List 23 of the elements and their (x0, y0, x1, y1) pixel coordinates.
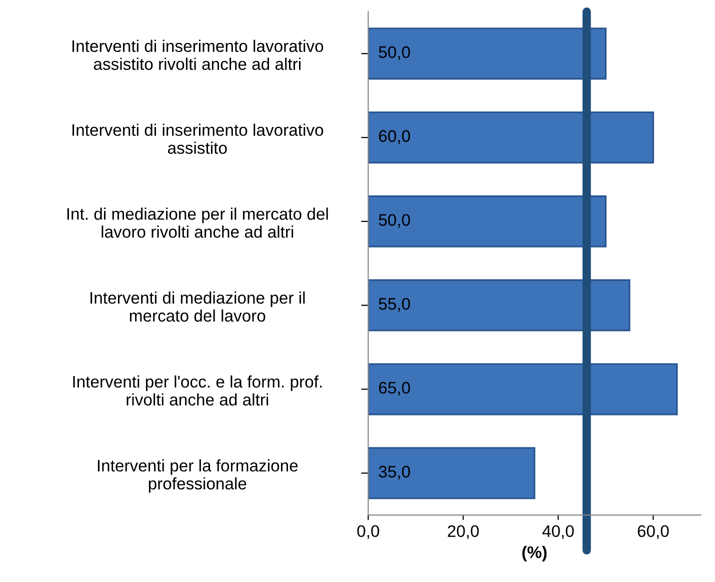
data-label: 50,0 (378, 46, 410, 60)
y-tick-label: Interventi di inserimento lavorativo assistito (72, 124, 324, 154)
x-tick-label: 40,0 (542, 525, 574, 540)
x-axis-title: (%) (522, 546, 547, 562)
data-label: 35,0 (378, 466, 410, 480)
x-tick-label: 0,0 (357, 525, 380, 540)
bar (368, 111, 654, 164)
x-tick-label: 60,0 (638, 525, 669, 540)
bar (368, 363, 678, 416)
data-label: 65,0 (379, 382, 410, 396)
y-tick-label: Interventi di mediazione per il mercato del lavoro (90, 292, 305, 322)
bar (368, 28, 607, 80)
bar (368, 279, 630, 332)
data-label: 60,0 (379, 130, 410, 144)
x-tick-label: 20,0 (448, 525, 479, 540)
y-tick-label: Interventi di inserimento lavorativo assistito rivolti anche ad altri (72, 40, 324, 70)
y-tick-label: Interventi per la formazione professionale (98, 459, 298, 493)
data-label: 50,0 (378, 214, 410, 228)
bar (368, 447, 536, 500)
y-tick-label: Int. di mediazione per il mercato del lavoro rivolti anche ad altri (67, 208, 328, 238)
y-tick-label: Interventi per l'occ. e la form. prof. rivolti anche ad altri (73, 375, 322, 406)
bar (368, 195, 607, 248)
data-label: 55,0 (378, 298, 410, 312)
